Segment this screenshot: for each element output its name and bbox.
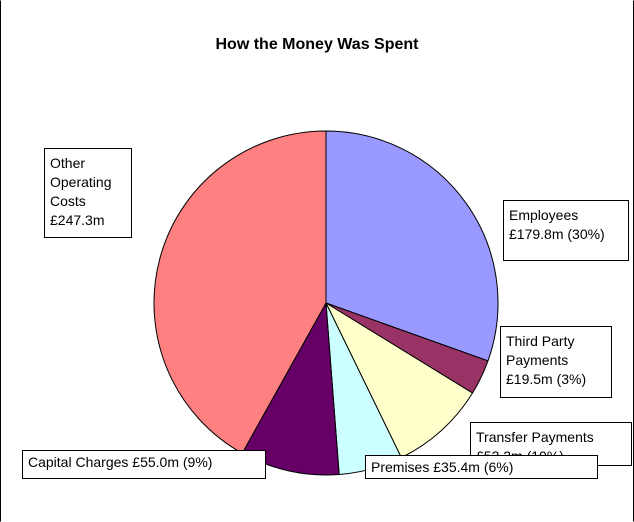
label-category: Premises <box>371 459 430 475</box>
data-label: Other Operating Costs £247.3m <box>44 148 132 238</box>
label-value: £35.4m (6%) <box>433 459 514 475</box>
label-value: £55.0m (9%) <box>132 454 213 470</box>
label-category: Capital Charges <box>28 454 129 470</box>
pie-slice <box>325 130 499 362</box>
pie-slice <box>153 130 327 454</box>
label-category: Transfer Payments <box>476 429 594 445</box>
data-label: Premises £35.4m (6%) <box>365 455 598 479</box>
label-category: Third Party Payments <box>506 333 575 368</box>
label-category: Employees <box>509 207 579 223</box>
data-label: Capital Charges £55.0m (9%) <box>22 450 266 479</box>
label-value: £179.8m (30%) <box>509 226 605 242</box>
label-value: £19.5m (3%) <box>506 371 587 387</box>
data-label: Third Party Payments £19.5m (3%) <box>500 326 612 398</box>
label-category: Other Operating Costs <box>50 155 112 209</box>
label-value: £247.3m <box>50 212 105 228</box>
data-label: Employees £179.8m (30%) <box>503 200 629 261</box>
chart-title: How the Money Was Spent <box>215 36 419 53</box>
